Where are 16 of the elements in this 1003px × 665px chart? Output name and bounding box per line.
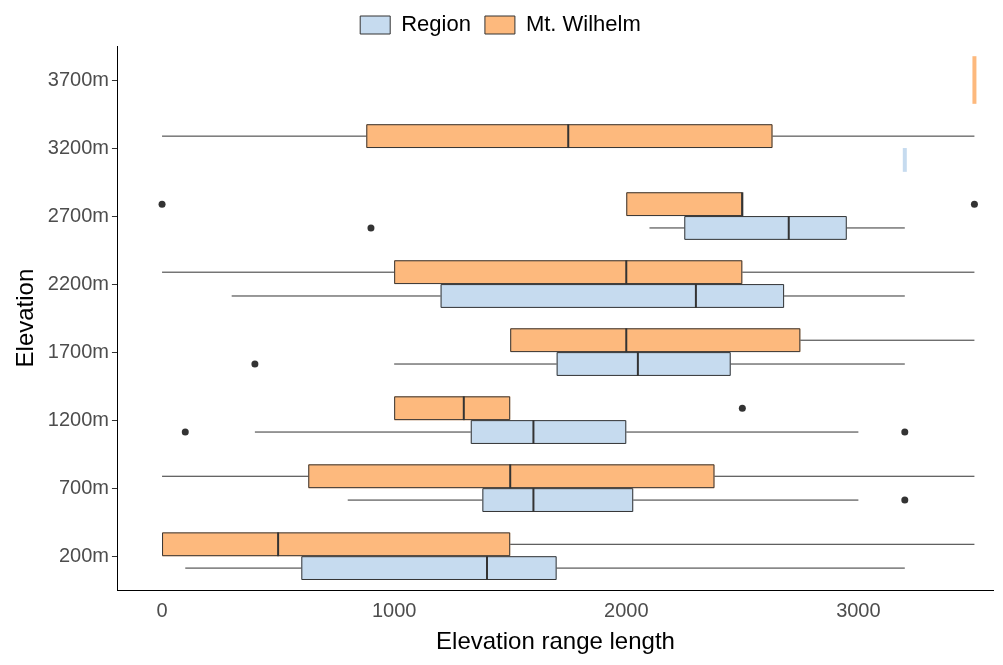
x-tick-label: 1000	[371, 598, 417, 621]
y-tick-label: 2700m	[47, 203, 109, 226]
y-tick-label: 200m	[58, 543, 109, 566]
y-tick-label: 3200m	[47, 135, 109, 158]
x-tick-label: 2000	[604, 598, 649, 621]
x-tick-label: 0	[156, 598, 168, 621]
y-tick-label: 2200m	[47, 271, 109, 294]
x-tick-label: 3000	[836, 598, 881, 621]
x-axis-title: Elevation range length	[436, 627, 675, 655]
y-tick-label: 700m	[58, 475, 109, 498]
y-tick-label: 1200m	[47, 407, 109, 430]
y-tick-label: 1700m	[47, 339, 109, 362]
legend-label: Region	[401, 11, 471, 37]
y-tick-label: 3700m	[47, 67, 109, 90]
y-axis-title: Elevation	[11, 268, 39, 368]
legend-label: Mt. Wilhelm	[525, 11, 641, 37]
